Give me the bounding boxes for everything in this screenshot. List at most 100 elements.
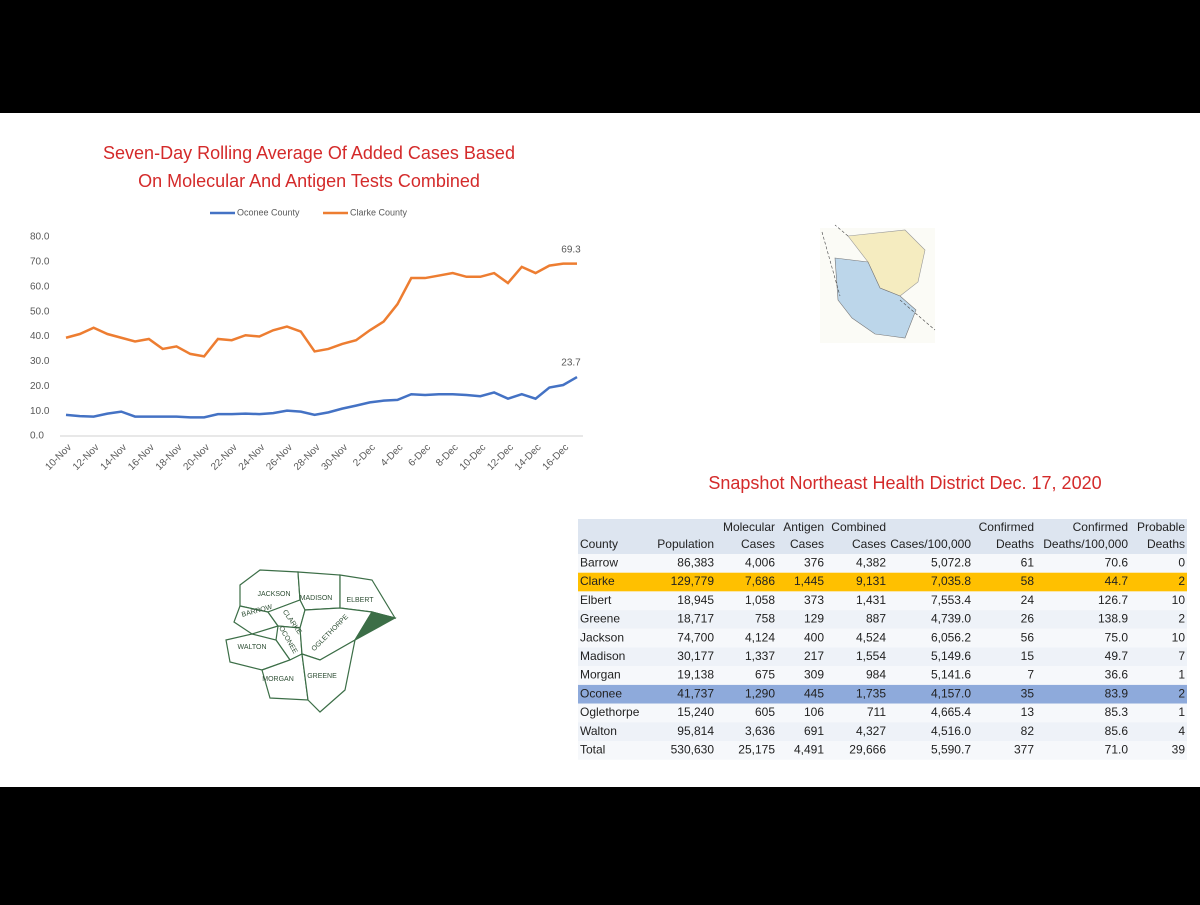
table-cell: 7,035.8 [931,574,971,588]
map-label: WALTON [237,644,266,651]
table-cell: Total [580,743,605,757]
table-cell: 605 [755,705,775,719]
table-cell: 3,636 [745,724,775,738]
table-cell: 95,814 [677,724,714,738]
table-cell: 1,290 [745,686,775,700]
table-cell: 138.9 [1098,612,1128,626]
table-cell: 2 [1178,686,1185,700]
table-cell: 6,056.2 [931,630,971,644]
table-cell: 217 [804,649,824,663]
table-cell: Madison [580,649,625,663]
table-cell: 4 [1178,724,1185,738]
table-row-bg [578,628,1187,648]
table-cell: 15,240 [677,705,714,719]
table-cell: Barrow [580,556,618,570]
table-cell: 4,491 [794,743,824,757]
table-cell: Elbert [580,593,612,607]
table-cell: 30,177 [677,649,714,663]
table-cell: 309 [804,668,824,682]
table-cell: 49.7 [1105,649,1129,663]
column-header: Population [657,537,714,551]
table-cell: 376 [804,556,824,570]
table-cell: 129,779 [671,574,715,588]
table-cell: 58 [1021,574,1035,588]
column-header: Combined [831,520,886,534]
table-cell: 4,327 [856,724,886,738]
table-cell: 4,665.4 [931,705,971,719]
table-row-bg [578,610,1187,629]
table-cell: 13 [1021,705,1035,719]
table-cell: 126.7 [1098,593,1128,607]
chart-title: Seven-Day Rolling Average Of Added Cases… [103,143,515,163]
table-cell: 9,131 [856,574,886,588]
y-tick-label: 0.0 [30,431,44,442]
table-cell: 2 [1178,574,1185,588]
table-cell: 85.6 [1105,724,1129,738]
chart-title: On Molecular And Antigen Tests Combined [138,171,480,191]
column-header: Deaths [1147,537,1185,551]
table-cell: 5,141.6 [931,668,971,682]
map-label: MADISON [300,595,333,602]
y-tick-label: 20.0 [30,381,50,392]
table-cell: 56 [1021,630,1035,644]
table-cell: 10 [1172,630,1186,644]
table-cell: 1,431 [856,593,886,607]
table-cell: 19,138 [677,668,714,682]
table-cell: 7 [1027,668,1034,682]
table-cell: 675 [755,668,775,682]
column-header: Confirmed [1073,520,1128,534]
table-cell: 984 [866,668,886,682]
table-cell: 7,686 [745,574,775,588]
table-cell: 106 [804,705,824,719]
table-cell: Walton [580,724,617,738]
table-cell: 5,072.8 [931,556,971,570]
table-row-bg [578,684,1187,704]
table-cell: 7 [1178,649,1185,663]
table-cell: 1,735 [856,686,886,700]
table-cell: 26 [1021,612,1035,626]
table-cell: 15 [1021,649,1035,663]
map-label: GREENE [307,673,337,680]
table-cell: 36.6 [1105,668,1129,682]
table-cell: 39 [1172,743,1186,757]
table-cell: 74,700 [677,630,714,644]
table-cell: 75.0 [1105,630,1129,644]
table-row-bg [578,722,1187,741]
table-cell: 61 [1021,556,1035,570]
column-header: Cases [852,537,886,551]
table-cell: 1,445 [794,574,824,588]
table-cell: Oconee [580,686,622,700]
table-cell: 35 [1021,686,1035,700]
column-header: Cases [741,537,775,551]
table-row-bg [578,591,1187,611]
series-line [65,262,577,358]
table-cell: 86,383 [677,556,714,570]
table-cell: 445 [804,686,824,700]
legend-label: Clarke County [350,207,408,217]
table-cell: 4,382 [856,556,886,570]
data-label: 23.7 [561,358,581,369]
table-cell: 18,717 [677,612,714,626]
column-header: Cases [790,537,824,551]
table-cell: 83.9 [1105,686,1129,700]
table-title: Snapshot Northeast Health District Dec. … [708,473,1101,493]
column-header: Confirmed [979,520,1034,534]
table-cell: 4,157.0 [931,686,971,700]
column-header: Deaths [996,537,1034,551]
y-tick-label: 30.0 [30,356,50,367]
table-cell: 377 [1014,743,1034,757]
column-header: Cases/100,000 [890,537,971,551]
table-cell: Greene [580,612,620,626]
table-cell: 25,175 [738,743,775,757]
table-cell: 887 [866,612,886,626]
table-cell: 1,058 [745,593,775,607]
table-cell: 70.6 [1105,556,1129,570]
column-header: Deaths/100,000 [1043,537,1128,551]
y-tick-label: 60.0 [30,281,50,292]
table-cell: 4,124 [745,630,775,644]
table-cell: 400 [804,630,824,644]
table-cell: 4,739.0 [931,612,971,626]
table-cell: 10 [1172,593,1186,607]
table-cell: 44.7 [1105,574,1129,588]
